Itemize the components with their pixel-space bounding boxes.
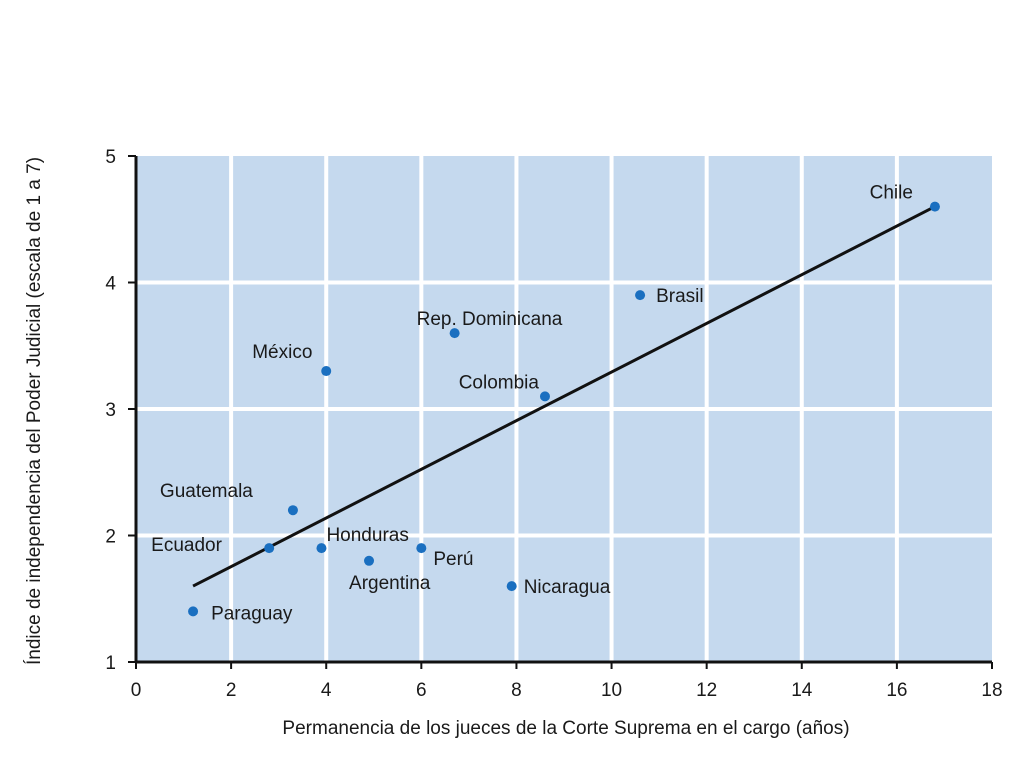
x-tick-label: 4 [321, 680, 332, 701]
y-axis-title: Índice de independencia del Poder Judici… [24, 157, 45, 665]
data-point-label: Chile [870, 183, 913, 204]
x-tick-label: 16 [886, 680, 907, 701]
x-tick-label: 6 [416, 680, 427, 701]
data-point-label: Brasil [656, 286, 704, 307]
data-point [321, 366, 332, 377]
y-tick-label: 4 [105, 274, 116, 295]
x-tick-label: 18 [981, 680, 1002, 701]
data-point-label: Argentina [349, 573, 431, 594]
data-point [416, 543, 427, 554]
data-point-label: Rep. Dominicana [417, 309, 563, 330]
x-tick-label: 10 [601, 680, 622, 701]
data-point-label: Nicaragua [524, 577, 611, 598]
grid-lines [136, 156, 992, 662]
data-point [188, 606, 199, 617]
data-point-label: Ecuador [151, 535, 222, 556]
data-point [364, 555, 375, 566]
data-point [449, 328, 460, 339]
y-tick-label: 1 [105, 653, 116, 674]
data-points: Chile Brasil Rep. Dominicana México Colombia… [151, 183, 940, 624]
x-tick-label: 14 [791, 680, 813, 701]
data-point-label: Honduras [326, 525, 408, 546]
x-axis-title: Permanencia de los jueces de la Corte Su… [282, 718, 849, 739]
data-point-label: Guatemala [160, 481, 253, 502]
x-tick-label: 8 [511, 680, 522, 701]
trend-line [192, 205, 936, 588]
x-tick-label: 2 [226, 680, 237, 701]
data-point [539, 391, 550, 402]
y-tick-label: 5 [105, 147, 116, 168]
data-point [287, 505, 298, 516]
data-point [264, 543, 275, 554]
data-point-label: Paraguay [211, 603, 293, 624]
y-tick-label: 2 [105, 527, 116, 548]
data-point-label: México [252, 342, 312, 363]
x-tick-label: 12 [696, 680, 717, 701]
data-point [316, 543, 327, 554]
data-point-label: Colombia [459, 372, 540, 393]
data-point [506, 581, 517, 592]
data-point-label: Perú [433, 549, 473, 570]
y-tick-label: 3 [105, 400, 116, 421]
x-tick-label: 0 [131, 680, 142, 701]
data-point [929, 201, 940, 212]
data-point [635, 290, 646, 301]
